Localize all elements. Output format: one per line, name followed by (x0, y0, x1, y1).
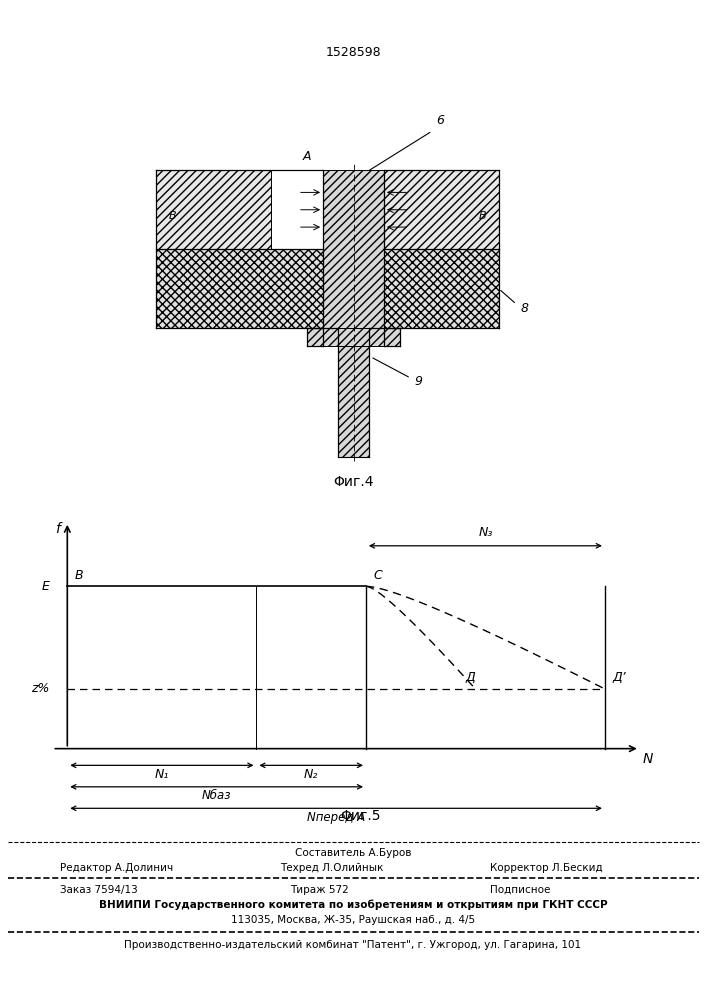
Text: Д: Д (466, 671, 475, 684)
Text: N₃: N₃ (478, 526, 493, 539)
Text: C: C (373, 569, 382, 582)
Text: B: B (479, 211, 486, 221)
Text: B: B (169, 211, 176, 221)
Text: Составитель А.Буров: Составитель А.Буров (295, 848, 411, 858)
Bar (339, 346, 368, 457)
Text: Редактор А.Долинич: Редактор А.Долинич (60, 863, 173, 873)
Bar (156, 170, 271, 249)
Text: ВНИИПИ Государственного комитета по изобретениям и открытиям при ГКНТ СССР: ВНИИПИ Государственного комитета по изоб… (99, 900, 607, 910)
Text: Техред Л.Олийнык: Техред Л.Олийнык (280, 863, 383, 873)
Text: Nбаз: Nбаз (202, 789, 231, 802)
Bar (384, 170, 498, 249)
Text: 9: 9 (414, 375, 422, 388)
Text: N: N (642, 752, 653, 766)
Text: E: E (42, 580, 50, 593)
Text: A: A (303, 150, 311, 163)
Text: Д’: Д’ (612, 671, 626, 684)
Bar (323, 170, 384, 328)
Text: N₂: N₂ (304, 768, 318, 781)
Text: Подписное: Подписное (490, 885, 550, 895)
Text: Заказ 7594/13: Заказ 7594/13 (60, 885, 138, 895)
Bar (156, 249, 323, 328)
Bar (323, 170, 384, 328)
Text: 113035, Москва, Ж-35, Раушская наб., д. 4/5: 113035, Москва, Ж-35, Раушская наб., д. … (231, 915, 475, 925)
Text: Φиг.5: Φиг.5 (341, 809, 381, 823)
Bar (307, 328, 400, 346)
Text: Производственно-издательский комбинат "Патент", г. Ужгород, ул. Гагарина, 101: Производственно-издательский комбинат "П… (124, 940, 582, 950)
Bar (384, 249, 498, 328)
Text: N₁: N₁ (155, 768, 169, 781)
Text: Φиг.4: Φиг.4 (333, 475, 374, 489)
Text: 1528598: 1528598 (326, 45, 381, 58)
Text: 6: 6 (436, 114, 444, 127)
Text: Тираж 572: Тираж 572 (290, 885, 349, 895)
Text: Nперед A: Nперед A (307, 811, 366, 824)
Text: B: B (75, 569, 83, 582)
Text: 8: 8 (520, 302, 528, 315)
Text: f: f (55, 522, 60, 536)
Text: Корректор Л.Бескид: Корректор Л.Бескид (490, 863, 602, 873)
Text: z%: z% (32, 682, 50, 695)
